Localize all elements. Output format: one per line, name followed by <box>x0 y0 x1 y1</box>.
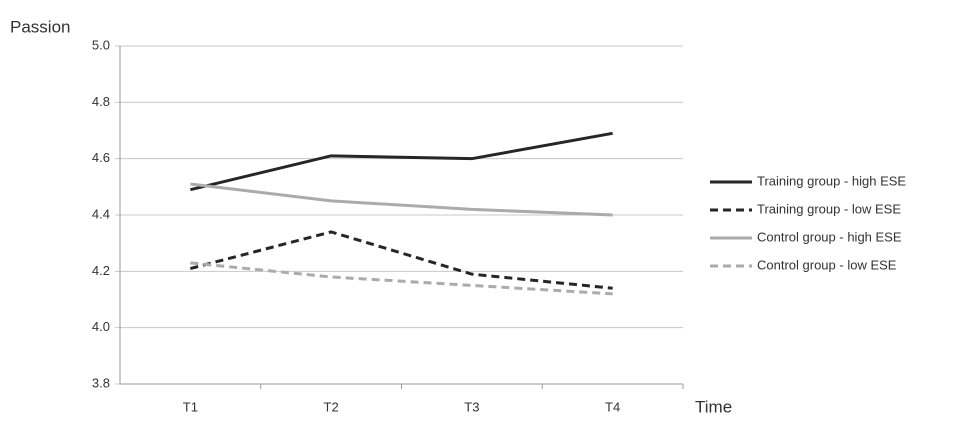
series-line <box>190 131 613 192</box>
legend-label: Training group - high ESE <box>757 173 906 188</box>
x-tick-label: T3 <box>464 399 479 414</box>
x-tick-label: T1 <box>183 399 198 414</box>
y-axis-title: Passion <box>10 17 70 36</box>
y-tick-label: 4.6 <box>92 150 110 165</box>
series-line <box>190 261 613 296</box>
legend-label: Control group - low ESE <box>757 257 897 272</box>
y-tick-label: 5.0 <box>92 37 110 52</box>
series-line <box>189 230 613 290</box>
y-tick-label: 4.0 <box>92 319 110 334</box>
y-tick-label: 4.8 <box>92 94 110 109</box>
y-tick-label: 4.2 <box>92 263 110 278</box>
x-tick-label: T2 <box>324 399 339 414</box>
x-axis-title: Time <box>695 397 732 416</box>
x-tick-label: T4 <box>605 399 620 414</box>
y-tick-label: 3.8 <box>92 375 110 390</box>
series-line <box>190 182 613 217</box>
legend-label: Control group - high ESE <box>757 229 902 244</box>
legend-label: Training group - low ESE <box>757 201 901 216</box>
y-tick-label: 4.4 <box>92 206 110 221</box>
